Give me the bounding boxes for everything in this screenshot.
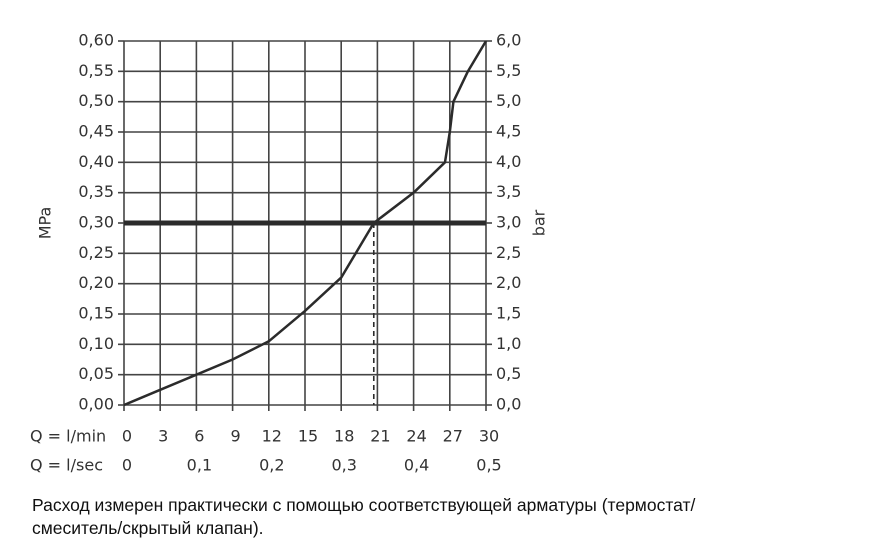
y2-tick-label: 1,5 [496,304,521,323]
y-tick-label: 0,60 [78,31,114,50]
x2-tick-label: 0,1 [187,456,212,475]
y-tick-label: 0,25 [78,243,114,262]
y-tick-label: 0,15 [78,304,114,323]
y-tick-label: 0,05 [78,364,114,383]
x2-tick-label: 0,3 [331,456,356,475]
x-tick-label: 18 [334,427,354,446]
y-tick-label: 0,35 [78,182,114,201]
y2-tick-label: 2,0 [496,273,521,292]
y2-tick-label: 4,5 [496,122,521,141]
y-tick-label: 0,20 [78,273,114,292]
y2-tick-label: 5,0 [496,91,521,110]
x-tick-label: 24 [406,427,426,446]
y2-axis-label: bar [530,209,549,236]
y2-tick-label: 1,0 [496,334,521,353]
caption-line: смеситель/скрытый клапан). [32,518,264,538]
y-tick-label: 0,40 [78,152,114,171]
x2-tick-label: 0,2 [259,456,284,475]
x-tick-label: 3 [158,427,168,446]
y2-tick-label: 0,0 [496,395,521,414]
caption: Расход измерен практически с помощью соо… [32,494,695,540]
y-tick-label: 0,45 [78,122,114,141]
caption-line: Расход измерен практически с помощью соо… [32,495,696,515]
chart: MPa bar Q = l/min Q = l/sec 0,000,050,10… [30,31,549,475]
x2-tick-label: 0 [122,456,132,475]
y2-tick-label: 5,5 [496,61,521,80]
y-tick-label: 0,10 [78,334,114,353]
y2-tick-label: 2,5 [496,243,521,262]
y2-tick-label: 4,0 [496,152,521,171]
y-tick-label: 0,00 [78,395,114,414]
x-tick-label: 0 [122,427,132,446]
x-tick-label: 12 [262,427,282,446]
y2-tick-label: 0,5 [496,364,521,383]
y2-tick-label: 3,0 [496,213,521,232]
x2-axis-label: Q = l/sec [30,456,103,475]
y-tick-label: 0,50 [78,91,114,110]
y2-tick-label: 3,5 [496,182,521,201]
x2-tick-label: 0,4 [404,456,429,475]
x2-tick-label: 0,5 [476,456,501,475]
x-tick-label: 27 [443,427,463,446]
y2-tick-label: 6,0 [496,31,521,50]
x-tick-label: 15 [298,427,318,446]
y-tick-label: 0,30 [78,213,114,232]
x-axis-label: Q = l/min [30,427,106,446]
y-tick-label: 0,55 [78,61,114,80]
x-tick-label: 30 [479,427,499,446]
y-axis-label: MPa [36,207,55,240]
x-tick-label: 6 [194,427,204,446]
x-tick-label: 9 [231,427,241,446]
x-tick-label: 21 [370,427,390,446]
curve [123,40,488,407]
